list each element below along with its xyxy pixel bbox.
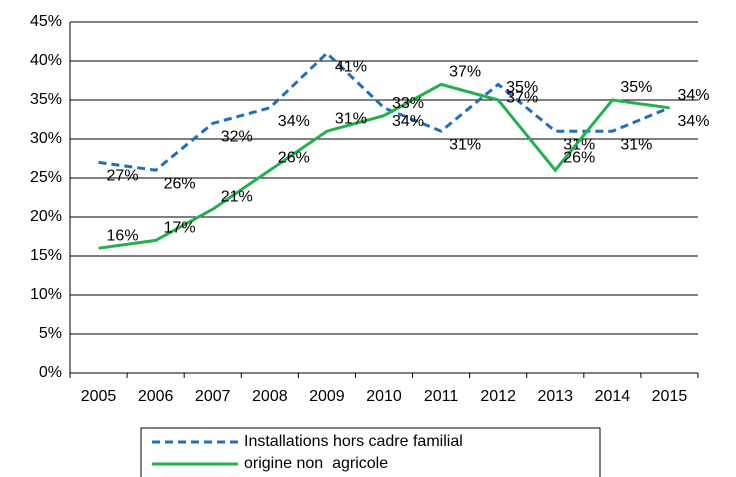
data-label: 16% bbox=[107, 227, 139, 244]
y-tick-label: 40% bbox=[30, 52, 62, 69]
legend-label: Installations hors cadre familial bbox=[244, 433, 463, 450]
data-label: 26% bbox=[563, 149, 595, 166]
x-tick-label: 2007 bbox=[195, 388, 231, 405]
data-label: 26% bbox=[278, 149, 310, 166]
data-label: 41% bbox=[335, 58, 367, 75]
legend-box bbox=[140, 427, 601, 477]
data-label: 35% bbox=[620, 79, 652, 96]
y-tick-label: 30% bbox=[30, 130, 62, 147]
data-label: 37% bbox=[449, 64, 481, 81]
data-label: 32% bbox=[221, 129, 253, 146]
series-line bbox=[98, 82, 670, 250]
x-tick-label: 2011 bbox=[424, 388, 459, 405]
y-tick-label: 45% bbox=[30, 13, 62, 30]
data-label: 27% bbox=[107, 168, 139, 185]
x-tick-label: 2006 bbox=[138, 388, 174, 405]
y-tick-label: 35% bbox=[30, 91, 62, 108]
x-tick-label: 2012 bbox=[480, 388, 516, 405]
x-tick-label: 2013 bbox=[537, 388, 573, 405]
series-line bbox=[98, 51, 671, 172]
x-tick-label: 2015 bbox=[652, 388, 688, 405]
y-tick-label: 15% bbox=[30, 247, 62, 264]
data-label: 37% bbox=[506, 90, 538, 107]
data-label: 33% bbox=[392, 95, 424, 112]
x-tick-label: 2010 bbox=[366, 388, 402, 405]
data-label: 31% bbox=[449, 136, 481, 153]
y-tick-label: 5% bbox=[39, 325, 62, 342]
y-tick-label: 0% bbox=[39, 364, 62, 381]
data-label: 31% bbox=[620, 136, 652, 153]
data-label: 17% bbox=[164, 220, 196, 237]
data-label: 34% bbox=[677, 113, 709, 130]
legend-label: origine non agricole bbox=[244, 455, 388, 472]
data-label: 31% bbox=[335, 110, 367, 127]
x-tick-label: 2009 bbox=[309, 388, 345, 405]
y-tick-label: 25% bbox=[30, 169, 62, 186]
y-tick-label: 20% bbox=[30, 208, 62, 225]
x-tick-label: 2008 bbox=[252, 388, 288, 405]
data-label: 34% bbox=[392, 113, 424, 130]
data-label: 35% bbox=[506, 79, 538, 96]
data-label: 34% bbox=[278, 113, 310, 130]
y-tick-label: 10% bbox=[30, 286, 62, 303]
data-label: 26% bbox=[164, 175, 196, 192]
data-label: 34% bbox=[677, 87, 709, 104]
x-tick-label: 2014 bbox=[595, 388, 631, 405]
data-label: 21% bbox=[221, 188, 253, 205]
x-tick-label: 2005 bbox=[81, 388, 117, 405]
